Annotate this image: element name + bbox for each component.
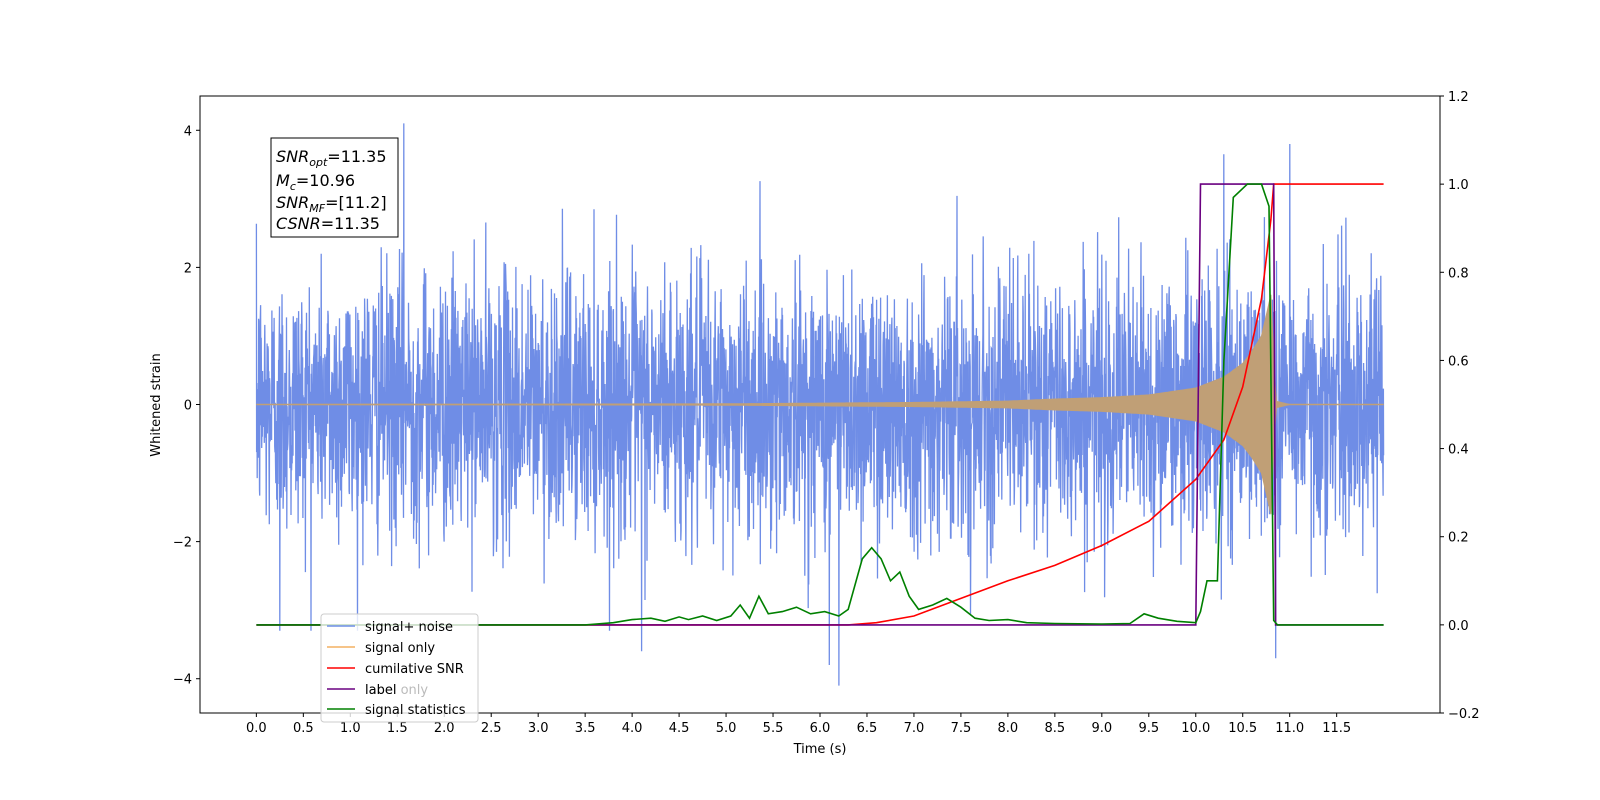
- legend-label-signal-noise: signal+ noise: [365, 620, 453, 635]
- annotation-box: SNRopt=11.35 Mc=10.96 SNRMF=[11.2] CSNR=…: [270, 137, 399, 238]
- y2-tick-label: 0.0: [1448, 619, 1469, 634]
- y2-tick-label: 0.2: [1448, 531, 1469, 546]
- x-tick-label: 6.0: [810, 721, 831, 736]
- legend-label-label-only: label only: [365, 683, 428, 698]
- y-tick-label: 4: [184, 124, 192, 139]
- y2-tick-label: 1.0: [1448, 178, 1469, 193]
- annotation-frame: [270, 137, 399, 238]
- legend-label-signal-statistics: signal statistics: [365, 703, 466, 718]
- y-axis-label: Whitened strain: [149, 353, 164, 456]
- x-tick-label: 2.5: [481, 721, 502, 736]
- y2-tick-label: 0.4: [1448, 443, 1469, 458]
- annotation-snr-mf: SNRMF=[11.2]: [276, 193, 387, 215]
- y2-tick-label: 0.6: [1448, 354, 1469, 369]
- ticks-layer: 0.0 0.5 1.0 1.5 2.0 2.5 3.0 3.5 4.0 4.5 5.0 5.5 6.0 6…: [173, 90, 1480, 736]
- x-tick-label: 9.5: [1138, 721, 1159, 736]
- plot-layer: [255, 123, 1385, 686]
- x-tick-label: 8.5: [1045, 721, 1066, 736]
- x-tick-label: 5.0: [716, 721, 737, 736]
- legend: signal+ noise signal only cumilative SNR…: [320, 613, 479, 723]
- y-tick-label: −4: [173, 673, 192, 688]
- y-tick-label: −2: [173, 536, 192, 551]
- y-tick-label: 0: [184, 399, 192, 414]
- series-cumulative-snr: [256, 183, 1384, 626]
- y2-tick-label: 1.2: [1448, 90, 1469, 105]
- x-tick-label: 11.0: [1275, 721, 1304, 736]
- x-tick-label: 0.0: [246, 721, 267, 736]
- legend-label-signal-only: signal only: [365, 641, 435, 656]
- x-tick-label: 6.5: [857, 721, 878, 736]
- x-axis-label: Time (s): [793, 742, 847, 757]
- annotation-mc: Mc=10.96: [276, 171, 355, 193]
- x-tick-label: 11.5: [1322, 721, 1351, 736]
- x-tick-label: 7.0: [904, 721, 925, 736]
- annotation-csnr: CSNR=11.35: [276, 214, 380, 233]
- x-tick-label: 3.0: [528, 721, 549, 736]
- y2-tick-label: −0.2: [1448, 707, 1480, 722]
- y2-tick-label: 0.8: [1448, 266, 1469, 281]
- x-tick-label: 3.5: [575, 721, 596, 736]
- x-tick-label: 0.5: [293, 721, 314, 736]
- x-tick-label: 5.5: [763, 721, 784, 736]
- x-tick-label: 8.0: [998, 721, 1019, 736]
- series-signal-statistics: [256, 183, 1384, 626]
- x-tick-label: 2.0: [434, 721, 455, 736]
- x-tick-label: 4.0: [622, 721, 643, 736]
- x-tick-label: 1.0: [340, 721, 361, 736]
- legend-frame: [320, 613, 479, 723]
- legend-label-label: label: [365, 683, 396, 698]
- x-tick-label: 1.5: [387, 721, 408, 736]
- x-tick-label: 10.5: [1228, 721, 1257, 736]
- x-tick-label: 10.0: [1181, 721, 1210, 736]
- annotation-snr-opt: SNRopt=11.35: [276, 147, 387, 169]
- legend-label-cumulative-snr: cumilative SNR: [365, 662, 464, 677]
- x-tick-label: 9.0: [1091, 721, 1112, 736]
- x-tick-label: 4.5: [669, 721, 690, 736]
- x-tick-label: 7.5: [951, 721, 972, 736]
- y-tick-label: 2: [184, 261, 192, 276]
